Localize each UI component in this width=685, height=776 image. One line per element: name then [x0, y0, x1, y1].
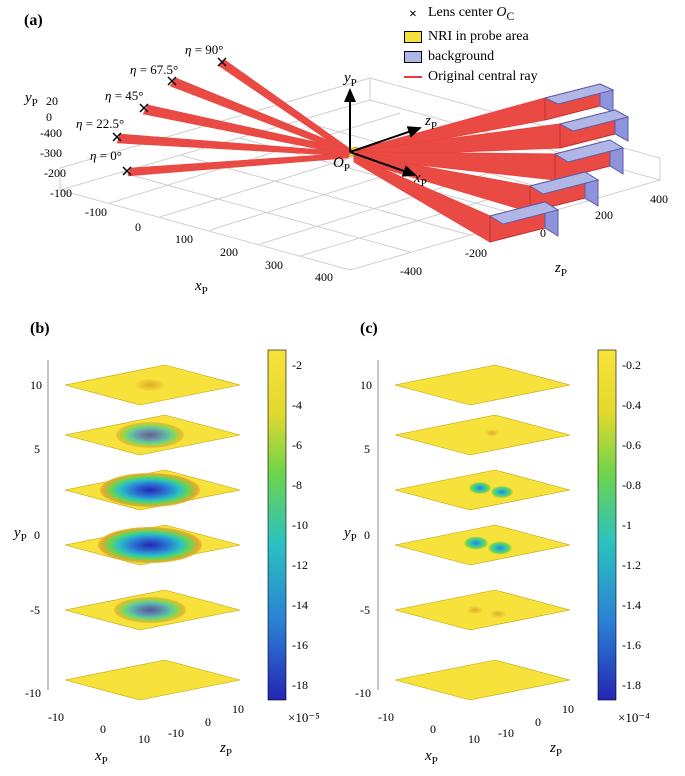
b-cb-6: -6 — [292, 438, 302, 453]
bg-box-2 — [560, 110, 628, 148]
c-ztick-0: 0 — [535, 715, 541, 730]
c-cb-02: -0.2 — [622, 358, 641, 373]
c-ztick-n10: -10 — [498, 726, 514, 741]
b-xtick-n10: -10 — [48, 710, 64, 725]
a-ztick-n200: -200 — [465, 246, 487, 261]
c-cb-08: -0.8 — [622, 478, 641, 493]
b-z-label: zP — [220, 740, 232, 759]
eta-22: η = 22.5° — [76, 116, 124, 132]
b-ztick-0: 0 — [205, 715, 211, 730]
a-ztick-n400: -400 — [400, 264, 422, 279]
c-cb-mult: ×10⁻⁴ — [618, 710, 650, 726]
a-xtickL-300: -300 — [40, 146, 62, 161]
c-x-label: xP — [425, 748, 438, 767]
b-ytick-n10: -10 — [25, 686, 41, 701]
panel-c-colorbar — [598, 350, 616, 700]
a-ytick-0: 0 — [46, 110, 52, 125]
arrow-z-label: zP — [425, 113, 437, 132]
b-ytick-10: 10 — [30, 378, 42, 393]
origin-label: OP — [333, 155, 350, 174]
c-y-label: yP — [344, 525, 357, 544]
c-cb-14: -1.4 — [622, 598, 641, 613]
panel-b-plot — [10, 320, 350, 770]
b-x-label: xP — [95, 748, 108, 767]
a-xtick-0: 0 — [135, 220, 141, 235]
c-xtick-n10: -10 — [378, 710, 394, 725]
b-cb-2: -2 — [292, 358, 302, 373]
a-xtickL-200: -200 — [44, 166, 66, 181]
b-cb-mult: ×10⁻⁵ — [288, 710, 320, 726]
a-ztick-400: 400 — [650, 192, 668, 207]
c-cb-04: -0.4 — [622, 398, 641, 413]
c-cb-16: -1.6 — [622, 638, 641, 653]
a-xtick-300: 300 — [265, 258, 283, 273]
c-xtick-0: 0 — [430, 722, 436, 737]
a-xtickL-100: -100 — [50, 186, 72, 201]
bg-box-5 — [490, 202, 558, 242]
b-ytick-0: 0 — [34, 528, 40, 543]
eta-90: η = 90° — [185, 42, 223, 58]
a-xtick-n100: -100 — [85, 205, 107, 220]
b-y-label: yP — [14, 525, 27, 544]
c-z-label: zP — [550, 740, 562, 759]
c-ytick-n5: -5 — [360, 603, 370, 618]
b-xtick-0: 0 — [100, 722, 106, 737]
c-cb-06: -0.6 — [622, 438, 641, 453]
b-ytick-5: 5 — [34, 442, 40, 457]
a-xtick-400: 400 — [315, 270, 333, 285]
c-ytick-0: 0 — [364, 528, 370, 543]
c-cb-10: -1 — [622, 518, 632, 533]
a-x-axis-label: xP — [195, 278, 208, 297]
a-ztick-0: 0 — [540, 226, 546, 241]
figure: (a) × Lens center OC NRI in probe area b… — [0, 0, 685, 776]
c-ytick-n10: -10 — [355, 686, 371, 701]
b-cb-16: -16 — [292, 638, 308, 653]
c-cb-18: -1.8 — [622, 678, 641, 693]
b-cb-10: -10 — [292, 518, 308, 533]
panel-c-plot — [340, 320, 680, 770]
panel-b-colorbar — [268, 350, 286, 700]
b-cb-14: -14 — [292, 598, 308, 613]
b-cb-4: -4 — [292, 398, 302, 413]
a-ytick-20: 20 — [46, 94, 58, 109]
c-ytick-5: 5 — [364, 442, 370, 457]
b-ztick-n10: -10 — [168, 726, 184, 741]
panel-c-slices — [395, 365, 570, 700]
b-cb-12: -12 — [292, 558, 308, 573]
a-xtick-100: 100 — [175, 232, 193, 247]
panel-b-slices — [65, 365, 240, 700]
arrow-y-label: yP — [344, 70, 357, 89]
c-xtick-10: 10 — [468, 732, 480, 747]
eta-0: η = 0° — [90, 148, 122, 164]
b-cb-8: -8 — [292, 478, 302, 493]
arrow-x-label: xP — [414, 170, 427, 189]
c-cb-12: -1.2 — [622, 558, 641, 573]
panel-a-rays-right — [354, 84, 628, 242]
b-xtick-10: 10 — [138, 732, 150, 747]
b-ytick-n5: -5 — [30, 603, 40, 618]
b-cb-18: -18 — [292, 678, 308, 693]
eta-67: η = 67.5° — [130, 62, 178, 78]
b-ztick-10: 10 — [232, 702, 244, 717]
a-ztick-200: 200 — [595, 208, 613, 223]
c-ytick-10: 10 — [360, 378, 372, 393]
a-xtick-200: 200 — [220, 245, 238, 260]
a-y-axis-label: yP — [25, 90, 38, 109]
a-xtickL-400: -400 — [40, 126, 62, 141]
c-ztick-10: 10 — [562, 702, 574, 717]
a-z-axis-label: zP — [555, 260, 567, 279]
eta-45: η = 45° — [105, 88, 143, 104]
